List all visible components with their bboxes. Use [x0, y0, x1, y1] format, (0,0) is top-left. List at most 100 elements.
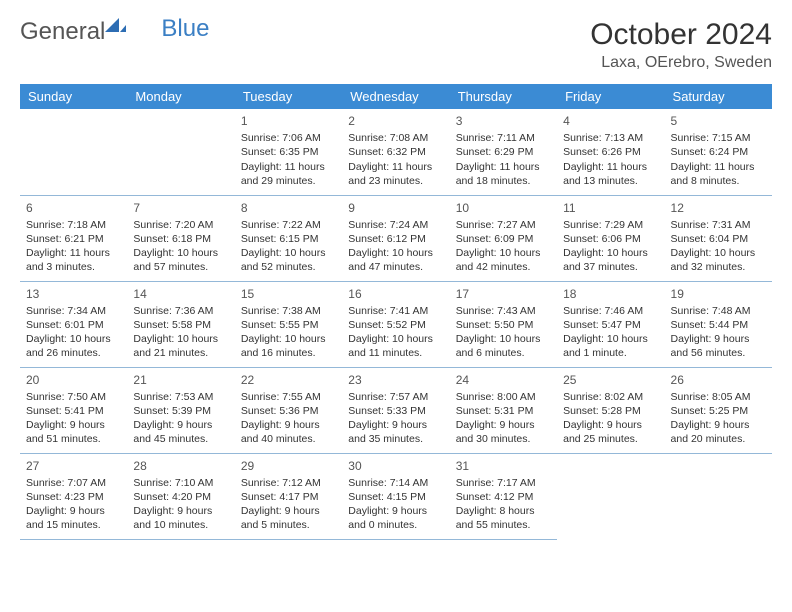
daylight-text: Daylight: 9 hours and 5 minutes.	[241, 504, 336, 532]
calendar-cell: 4Sunrise: 7:13 AMSunset: 6:26 PMDaylight…	[557, 109, 664, 195]
sunrise-text: Sunrise: 7:29 AM	[563, 218, 658, 232]
calendar-cell: 27Sunrise: 7:07 AMSunset: 4:23 PMDayligh…	[20, 453, 127, 539]
calendar-cell: 19 Sunrise: 7:48 AMSunset: 5:44 PMDayligh…	[665, 281, 772, 367]
day-number: 18	[563, 286, 658, 302]
sunrise-text: Sunrise: 8:02 AM	[563, 390, 658, 404]
day-number: 2	[348, 113, 443, 129]
calendar-cell: 11Sunrise: 7:29 AMSunset: 6:06 PMDayligh…	[557, 195, 664, 281]
day-number: 29	[241, 458, 336, 474]
day-number: 19	[671, 286, 766, 302]
calendar-cell: 25Sunrise: 8:02 AMSunset: 5:28 PMDayligh…	[557, 367, 664, 453]
daylight-text: Daylight: 9 hours and 30 minutes.	[456, 418, 551, 446]
day-number: 22	[241, 372, 336, 388]
day-number: 23	[348, 372, 443, 388]
day-number: 9	[348, 200, 443, 216]
daylight-text: Daylight: 11 hours and 8 minutes.	[671, 160, 766, 188]
calendar-body: 1Sunrise: 7:06 AMSunset: 6:35 PMDaylight…	[20, 109, 772, 539]
sunrise-text: Sunrise: 7:14 AM	[348, 476, 443, 490]
sunrise-text: Sunrise: 7:13 AM	[563, 131, 658, 145]
sunset-text: Sunset: 6:35 PM	[241, 145, 336, 159]
weekday-header: Tuesday	[235, 84, 342, 109]
calendar-cell	[127, 109, 234, 195]
sunset-text: Sunset: 5:44 PM	[671, 318, 766, 332]
sunrise-text: Sunrise: 7:53 AM	[133, 390, 228, 404]
sunset-text: Sunset: 4:23 PM	[26, 490, 121, 504]
sunrise-text: Sunrise: 7:10 AM	[133, 476, 228, 490]
daylight-text: Daylight: 10 hours and 57 minutes.	[133, 246, 228, 274]
daylight-text: Daylight: 9 hours and 35 minutes.	[348, 418, 443, 446]
calendar-cell: 23Sunrise: 7:57 AMSunset: 5:33 PMDayligh…	[342, 367, 449, 453]
sunset-text: Sunset: 6:09 PM	[456, 232, 551, 246]
daylight-text: Daylight: 10 hours and 37 minutes.	[563, 246, 658, 274]
day-number: 26	[671, 372, 766, 388]
sunset-text: Sunset: 5:36 PM	[241, 404, 336, 418]
sunset-text: Sunset: 5:52 PM	[348, 318, 443, 332]
day-number: 15	[241, 286, 336, 302]
weekday-header: Thursday	[450, 84, 557, 109]
sunset-text: Sunset: 5:41 PM	[26, 404, 121, 418]
title-block: October 2024 Laxa, OErebro, Sweden	[590, 18, 772, 72]
sunset-text: Sunset: 5:31 PM	[456, 404, 551, 418]
sunrise-text: Sunrise: 7:06 AM	[241, 131, 336, 145]
daylight-text: Daylight: 9 hours and 20 minutes.	[671, 418, 766, 446]
calendar-cell: 3Sunrise: 7:11 AMSunset: 6:29 PMDaylight…	[450, 109, 557, 195]
sunrise-text: Sunrise: 7:34 AM	[26, 304, 121, 318]
weekday-header: Monday	[127, 84, 234, 109]
sunset-text: Sunset: 5:58 PM	[133, 318, 228, 332]
day-number: 10	[456, 200, 551, 216]
sunrise-text: Sunrise: 7:50 AM	[26, 390, 121, 404]
sunset-text: Sunset: 5:33 PM	[348, 404, 443, 418]
calendar-cell: 9Sunrise: 7:24 AMSunset: 6:12 PMDaylight…	[342, 195, 449, 281]
sunrise-text: Sunrise: 7:12 AM	[241, 476, 336, 490]
daylight-text: Daylight: 10 hours and 47 minutes.	[348, 246, 443, 274]
sunrise-text: Sunrise: 8:00 AM	[456, 390, 551, 404]
weekday-header: Wednesday	[342, 84, 449, 109]
sunrise-text: Sunrise: 7:20 AM	[133, 218, 228, 232]
sunrise-text: Sunrise: 7:27 AM	[456, 218, 551, 232]
month-title: October 2024	[590, 18, 772, 52]
daylight-text: Daylight: 9 hours and 40 minutes.	[241, 418, 336, 446]
header: General Blue October 2024 Laxa, OErebro,…	[20, 18, 772, 72]
sunrise-text: Sunrise: 7:24 AM	[348, 218, 443, 232]
sunrise-text: Sunrise: 7:11 AM	[456, 131, 551, 145]
day-number: 11	[563, 200, 658, 216]
sunset-text: Sunset: 4:12 PM	[456, 490, 551, 504]
sunset-text: Sunset: 6:21 PM	[26, 232, 121, 246]
day-number: 21	[133, 372, 228, 388]
sunset-text: Sunset: 6:18 PM	[133, 232, 228, 246]
day-number: 13	[26, 286, 121, 302]
day-number: 5	[671, 113, 766, 129]
calendar-cell: 12Sunrise: 7:31 AMSunset: 6:04 PMDayligh…	[665, 195, 772, 281]
day-number: 16	[348, 286, 443, 302]
sunrise-text: Sunrise: 7:18 AM	[26, 218, 121, 232]
daylight-text: Daylight: 9 hours and 51 minutes.	[26, 418, 121, 446]
daylight-text: Daylight: 11 hours and 3 minutes.	[26, 246, 121, 274]
daylight-text: Daylight: 9 hours and 56 minutes.	[671, 332, 766, 360]
sunset-text: Sunset: 4:17 PM	[241, 490, 336, 504]
calendar-cell: 18Sunrise: 7:46 AMSunset: 5:47 PMDayligh…	[557, 281, 664, 367]
logo-sail-icon	[105, 13, 127, 41]
sunrise-text: Sunrise: 7:48 AM	[671, 304, 766, 318]
daylight-text: Daylight: 11 hours and 29 minutes.	[241, 160, 336, 188]
sunset-text: Sunset: 5:55 PM	[241, 318, 336, 332]
daylight-text: Daylight: 9 hours and 15 minutes.	[26, 504, 121, 532]
sunrise-text: Sunrise: 7:43 AM	[456, 304, 551, 318]
day-number: 20	[26, 372, 121, 388]
sunset-text: Sunset: 5:39 PM	[133, 404, 228, 418]
sunset-text: Sunset: 6:26 PM	[563, 145, 658, 159]
sunset-text: Sunset: 5:47 PM	[563, 318, 658, 332]
logo: General Blue	[20, 18, 209, 46]
day-number: 24	[456, 372, 551, 388]
sunset-text: Sunset: 6:29 PM	[456, 145, 551, 159]
calendar-cell: 7Sunrise: 7:20 AMSunset: 6:18 PMDaylight…	[127, 195, 234, 281]
day-number: 28	[133, 458, 228, 474]
weekday-header: Friday	[557, 84, 664, 109]
sunset-text: Sunset: 4:15 PM	[348, 490, 443, 504]
calendar-row: 13Sunrise: 7:34 AMSunset: 6:01 PMDayligh…	[20, 281, 772, 367]
logo-text-accent: Blue	[161, 15, 209, 43]
calendar-cell: 21Sunrise: 7:53 AMSunset: 5:39 PMDayligh…	[127, 367, 234, 453]
sunrise-text: Sunrise: 7:36 AM	[133, 304, 228, 318]
sunrise-text: Sunrise: 7:07 AM	[26, 476, 121, 490]
day-number: 3	[456, 113, 551, 129]
sunset-text: Sunset: 5:25 PM	[671, 404, 766, 418]
